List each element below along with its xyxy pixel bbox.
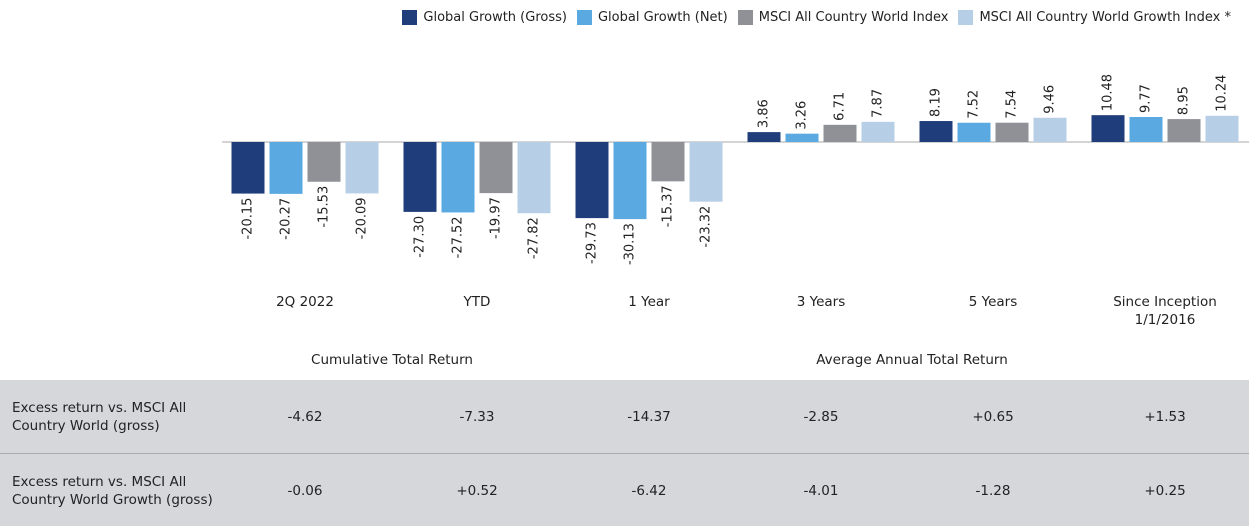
bar: [1167, 119, 1201, 142]
value-label: 8.19: [929, 88, 944, 117]
value-label: -27.30: [413, 216, 428, 258]
value-label: -29.73: [585, 222, 600, 264]
value-label: 10.48: [1101, 74, 1116, 111]
legend-item: Global Growth (Net): [576, 10, 728, 25]
value-label: -19.97: [489, 197, 504, 239]
legend-swatch: [402, 10, 418, 25]
table: Excess return vs. MSCI All Country World…: [0, 380, 1249, 526]
cell: -4.01: [803, 482, 839, 499]
value-label: 9.46: [1043, 85, 1058, 114]
cell: +0.65: [972, 408, 1014, 425]
cell: -7.33: [459, 408, 495, 425]
legend: Global Growth (Gross) Global Growth (Net)…: [402, 10, 1231, 25]
value-label: 7.54: [1005, 90, 1020, 119]
bar: [441, 142, 475, 213]
value-label: 6.71: [833, 92, 848, 121]
legend-swatch: [737, 10, 753, 25]
bar: [575, 142, 609, 219]
cell: -2.85: [803, 408, 839, 425]
bar: [231, 142, 265, 194]
value-label: -30.13: [623, 223, 638, 265]
x-tick-label: 2Q 2022: [276, 294, 334, 310]
value-label: -15.53: [317, 186, 332, 228]
value-label: -20.09: [355, 197, 370, 239]
bar: [861, 121, 895, 142]
cell: -1.28: [975, 482, 1011, 499]
legend-label: Global Growth (Net): [597, 10, 728, 25]
bar: [1129, 116, 1163, 142]
row-label: Excess return vs. MSCI All Country World…: [12, 473, 213, 508]
bar: [651, 142, 685, 182]
x-tick-label: 3 Years: [796, 294, 846, 310]
bar: [1205, 115, 1239, 142]
bar: [1091, 115, 1125, 142]
cell: +0.52: [456, 482, 498, 499]
bar: [747, 132, 781, 142]
bar: [823, 124, 857, 142]
cell: +1.53: [1144, 408, 1186, 425]
value-label: 10.24: [1215, 75, 1230, 112]
bar: [517, 142, 551, 214]
x-tick-label: Since Inception 1/1/2016: [1113, 294, 1217, 328]
value-label: -23.32: [699, 206, 714, 248]
table-row: Excess return vs. MSCI All Country World…: [0, 453, 1249, 527]
bar: [785, 133, 819, 142]
value-label: -15.37: [661, 185, 676, 227]
bar: [269, 142, 303, 194]
bar: [307, 142, 341, 182]
x-tick-label: 1 Year: [628, 294, 670, 310]
legend-label: Global Growth (Gross): [423, 10, 567, 25]
bar: [1033, 117, 1067, 142]
legend-item: Global Growth (Gross): [402, 10, 567, 25]
x-tick-label: YTD: [463, 294, 491, 310]
bar: [403, 142, 437, 212]
bar: [479, 142, 513, 194]
legend-label: MSCI All Country World Growth Index *: [979, 10, 1231, 25]
value-label: -20.27: [279, 198, 294, 240]
legend-item: MSCI All Country World Index: [737, 10, 949, 25]
group-label: Average Annual Total Return: [816, 352, 1008, 368]
value-label: -27.82: [527, 217, 542, 259]
group-label: Cumulative Total Return: [311, 352, 473, 368]
bar: [345, 142, 379, 194]
table-row: Excess return vs. MSCI All Country World…: [0, 380, 1249, 453]
legend-swatch: [576, 10, 592, 25]
value-label: 7.87: [871, 89, 886, 118]
legend-label: MSCI All Country World Index: [758, 10, 949, 25]
cell: -4.62: [287, 408, 323, 425]
value-label: -20.15: [241, 198, 256, 240]
bar: [919, 121, 953, 142]
legend-item: MSCI All Country World Growth Index *: [958, 10, 1231, 25]
value-label: 3.26: [795, 101, 810, 130]
cell: -6.42: [631, 482, 667, 499]
cell: -0.06: [287, 482, 323, 499]
bar: [957, 122, 991, 142]
chart: -20.15 -27.30 -29.73 3.86 8.19 10.48 -20.27 -27…: [222, 74, 1249, 265]
legend-swatch: [958, 10, 974, 25]
x-tick-label: 5 Years: [968, 294, 1018, 310]
value-label: -27.52: [451, 216, 466, 258]
value-label: 8.95: [1177, 86, 1192, 115]
value-label: 3.86: [757, 99, 772, 128]
bar: [613, 142, 647, 220]
row-label: Excess return vs. MSCI All Country World…: [12, 399, 187, 434]
cell: +0.25: [1144, 482, 1186, 499]
bar: [995, 122, 1029, 142]
cell: -14.37: [627, 408, 671, 425]
value-label: 9.77: [1139, 84, 1154, 113]
value-label: 7.52: [967, 90, 982, 119]
bar: [689, 142, 723, 202]
